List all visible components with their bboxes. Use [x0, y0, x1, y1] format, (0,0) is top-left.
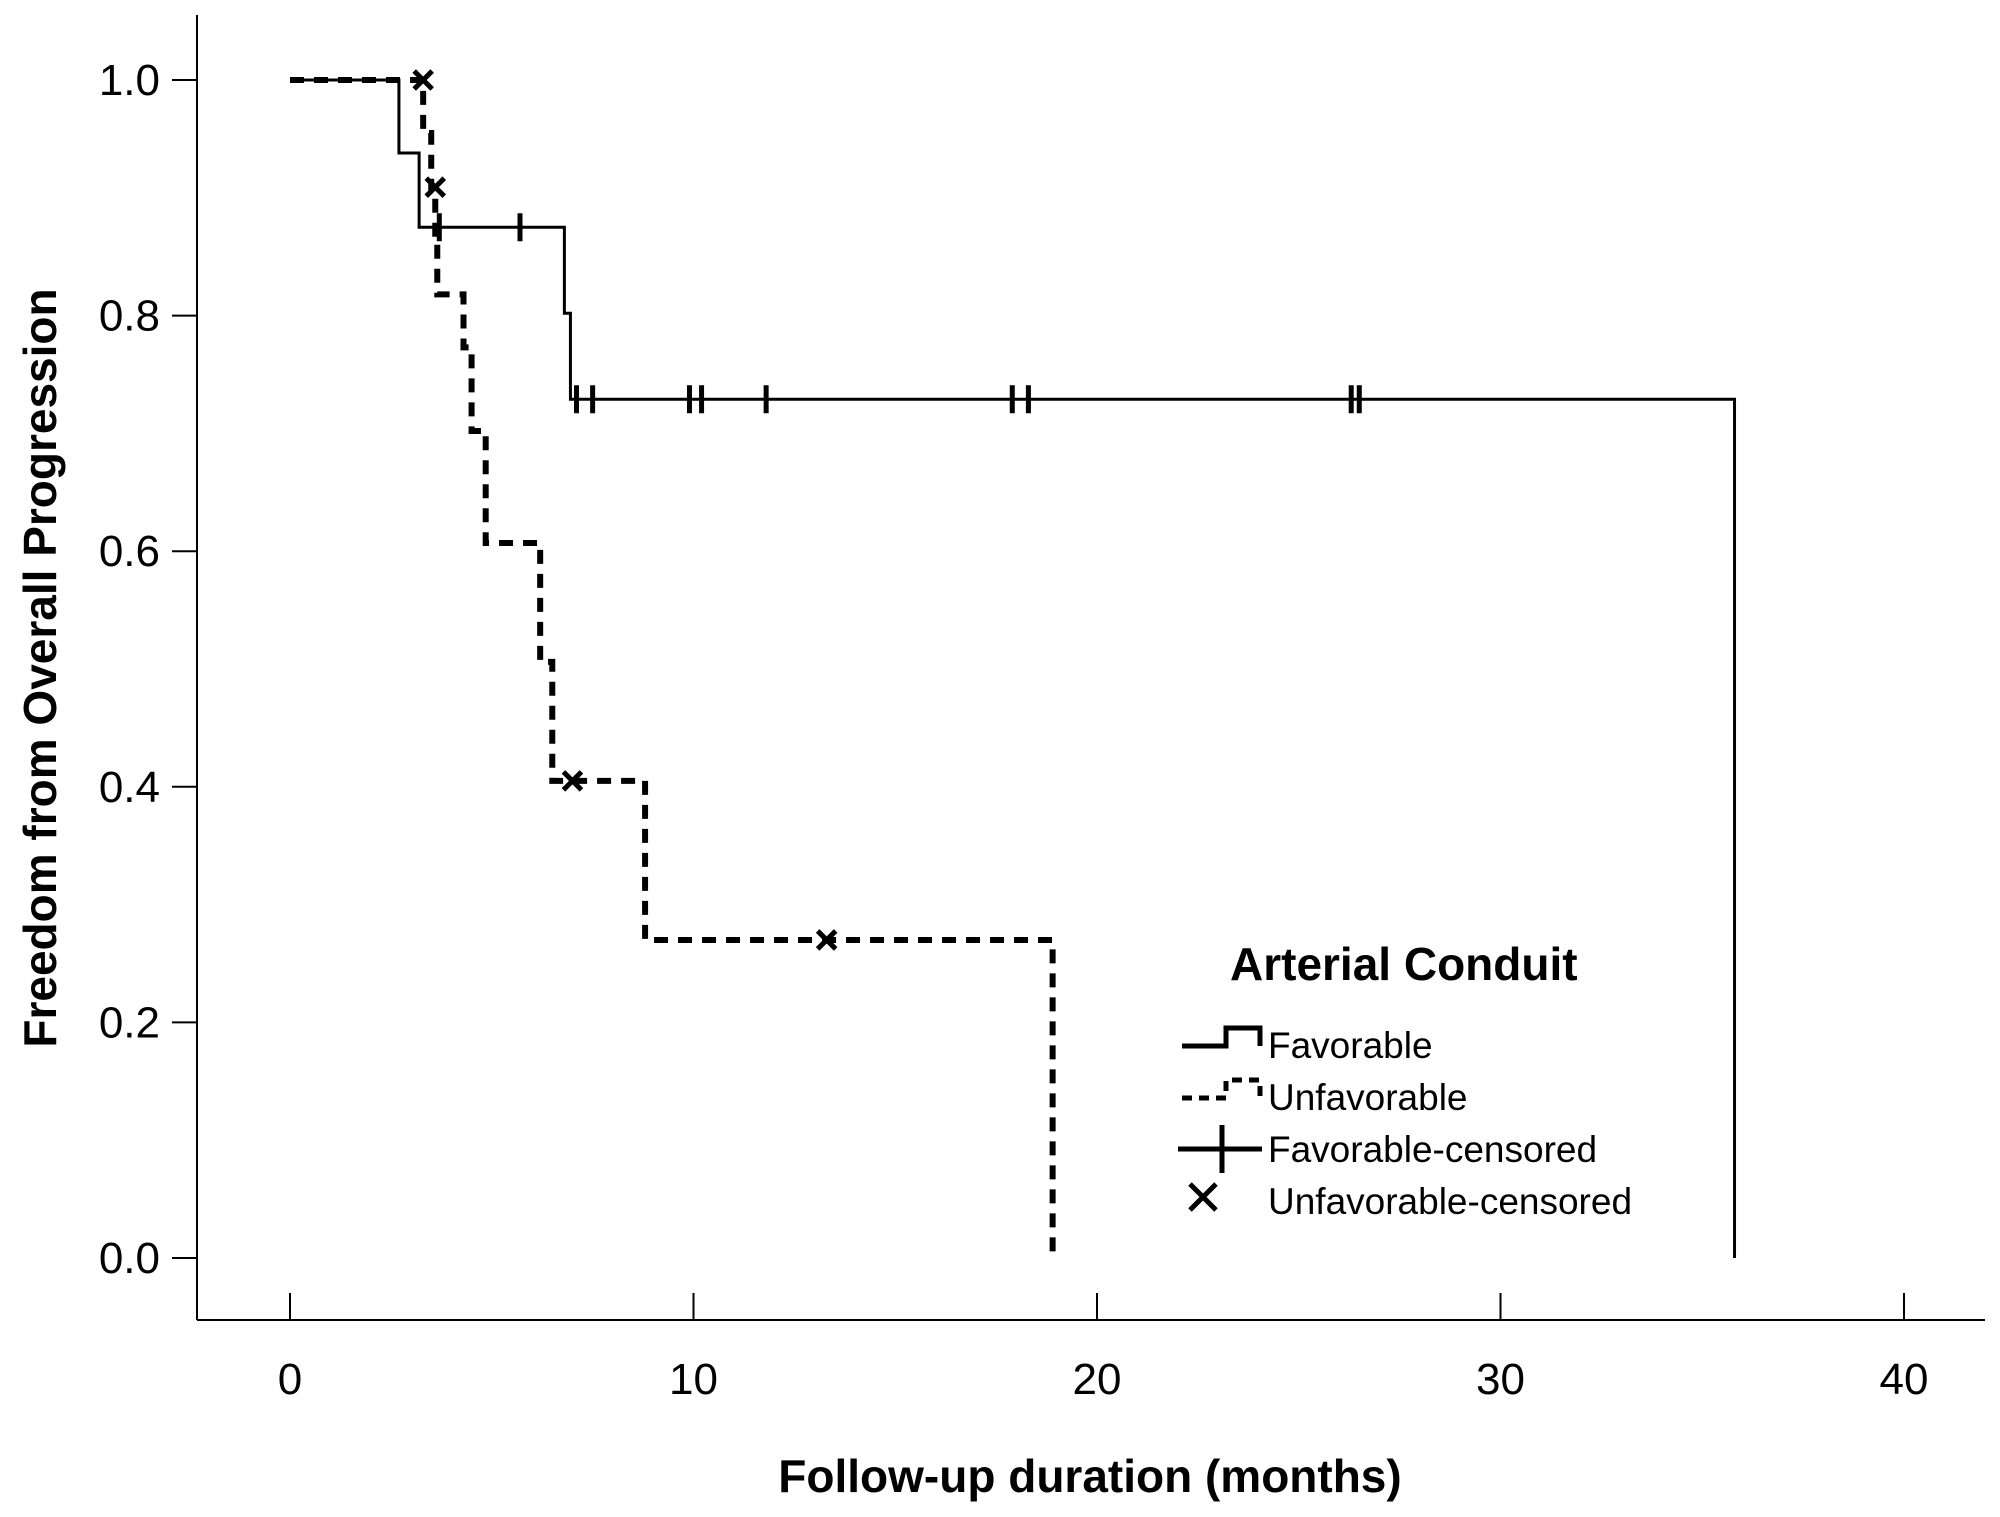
- legend-entry-favorable-censored: Favorable-censored: [1268, 1129, 1597, 1170]
- y-tick-label: 0.4: [99, 763, 160, 812]
- y-tick-label: 1.0: [99, 56, 160, 105]
- censor-marker-unfavorable: [424, 176, 447, 198]
- legend-entry-unfavorable: Unfavorable: [1268, 1077, 1468, 1118]
- censor-marker-unfavorable: [815, 929, 838, 951]
- censor-marker-unfavorable: [412, 69, 434, 91]
- censor-markers: [412, 69, 1362, 951]
- x-tick-label: 10: [669, 1355, 718, 1404]
- curve-unfavorable: [290, 77, 1056, 1258]
- censor-marker-unfavorable: [561, 770, 584, 792]
- x-tick-label: 20: [1073, 1355, 1122, 1404]
- legend-entry-unfavorable-censored: Unfavorable-censored: [1268, 1181, 1632, 1222]
- legend-unfavorable-line: [1182, 1077, 1263, 1101]
- y-tick-label: 0.8: [99, 292, 160, 341]
- x-axis-ticks: 0 10 20 30 40: [278, 1293, 1929, 1404]
- legend-unfavorable-censored-marker: [1188, 1182, 1218, 1212]
- censor-x-stroke: [424, 176, 447, 198]
- x-axis-title: Follow-up duration (months): [778, 1450, 1401, 1502]
- censor-x-stroke: [561, 770, 584, 792]
- legend-favorable-line: [1182, 1025, 1263, 1049]
- y-tick-label: 0.6: [99, 527, 160, 576]
- x-tick-label: 40: [1880, 1355, 1929, 1404]
- curve-favorable: [290, 78, 1737, 1258]
- legend-entry-favorable: Favorable: [1268, 1025, 1433, 1066]
- axes: [196, 15, 1985, 1321]
- x-tick-label: 30: [1476, 1355, 1525, 1404]
- y-axis-ticks: 0.0 0.2 0.4 0.6 0.8 1.0: [99, 56, 197, 1283]
- legend-title: Arterial Conduit: [1230, 938, 1578, 990]
- x-tick-label: 0: [278, 1355, 302, 1404]
- y-tick-label: 0.2: [99, 998, 160, 1047]
- legend: Arterial Conduit Favorable Unfavorable F…: [1178, 938, 1632, 1222]
- censor-x-stroke: [412, 69, 434, 91]
- legend-favorable-censored-marker: [1178, 1125, 1262, 1173]
- survival-curves: [290, 77, 1737, 1258]
- censor-x-stroke: [815, 929, 838, 951]
- y-axis-title: Freedom from Overall Progression: [14, 288, 66, 1047]
- y-tick-label: 0.0: [99, 1234, 160, 1283]
